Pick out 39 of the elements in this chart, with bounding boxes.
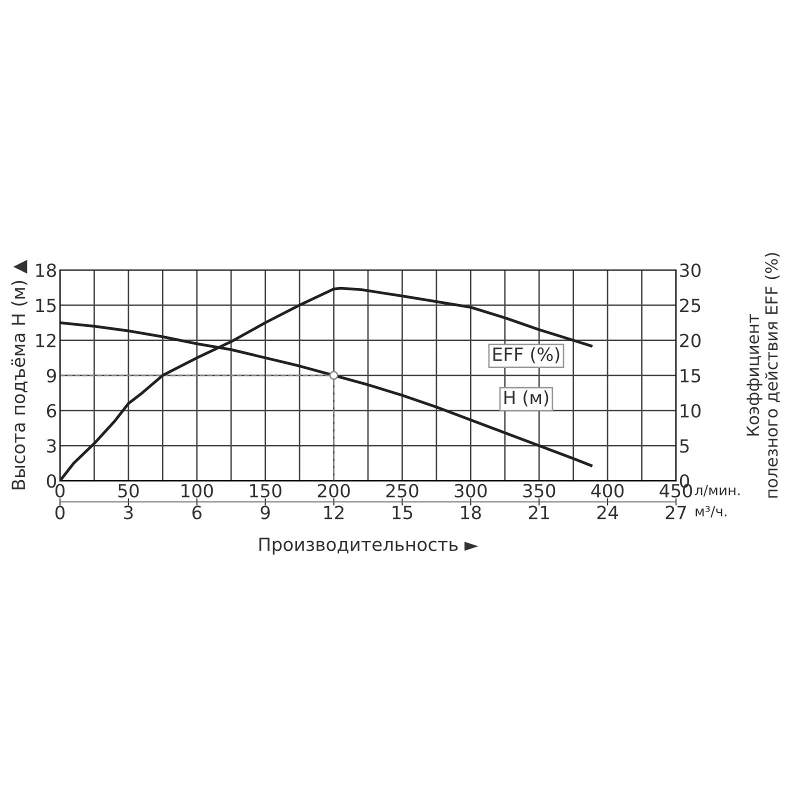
x-tick-label: 150	[250, 484, 282, 498]
x2-tick-label: 24	[597, 506, 618, 520]
y-tick-label: 0	[46, 474, 56, 488]
y2-tick-label: 30	[680, 263, 701, 278]
x-tick-label: 250	[386, 484, 418, 498]
x2-tick-label: 18	[461, 506, 481, 520]
y2-axis-title: Коэффициент полезного действия EFF (%)	[746, 253, 780, 498]
y2-tick-label: 15	[680, 369, 700, 383]
y2-tick-label: 10	[680, 404, 701, 418]
y-tick-label: 9	[46, 368, 56, 383]
text: л/мин.	[694, 485, 740, 496]
x-tick-label: 100	[182, 484, 213, 498]
x-axis-title: Производительность ►	[259, 538, 478, 555]
x2-tick-label: 15	[392, 506, 412, 520]
text: м³/ч.	[696, 506, 726, 518]
x2-tick-label: 0	[55, 506, 65, 520]
x-tick-label: 200	[318, 484, 350, 498]
x2-tick-label: 6	[192, 506, 202, 520]
y2-tick-label: 5	[680, 439, 689, 453]
x2-tick-label: 12	[324, 506, 344, 520]
y-tick-label: 18	[36, 263, 56, 278]
y2-tick-label: 20	[680, 334, 701, 348]
x2-tick-label: 9	[260, 506, 270, 520]
x-tick-label: 300	[454, 484, 487, 498]
y-tick-label: 15	[36, 298, 56, 312]
x2-tick-label: 27	[666, 506, 686, 520]
y-tick-label: 6	[46, 404, 56, 418]
y-axis-title: Высота подъёма H (м) ▲	[11, 260, 28, 490]
x2-tick-label: 21	[528, 506, 549, 520]
series-label: EFF (%)	[493, 347, 560, 364]
x-tick-label: 50	[118, 484, 139, 498]
x2-tick-label: 3	[124, 506, 133, 520]
line-series	[60, 286, 593, 481]
y-tick-label: 3	[47, 439, 56, 453]
x-tick-label: 400	[591, 484, 624, 498]
y2-tick-label: 25	[680, 298, 700, 312]
y-tick-label: 12	[36, 334, 56, 348]
series-label: H (м)	[504, 390, 548, 406]
x-tick-label: 350	[523, 484, 556, 498]
